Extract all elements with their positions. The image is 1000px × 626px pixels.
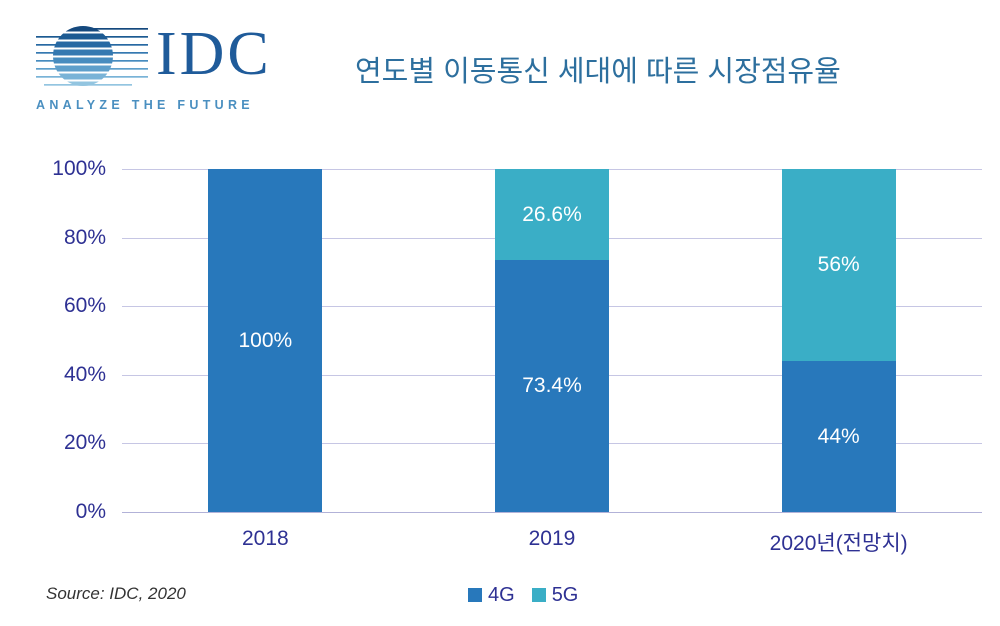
bar-segment-4g-2019: 73.4% [495,260,609,512]
plot-area: 100% 73.4% 26.6% 44% 56% [122,169,982,513]
x-tick-label-2020: 2020년(전망치) [769,532,908,555]
legend-item-4g: 4G [468,585,515,605]
y-tick-label-20: 20% [63,431,106,455]
idc-tagline: ANALYZE THE FUTURE [36,98,254,112]
x-axis-labels: 2018 2019 2020년(전망치) [122,527,982,559]
x-tick-label-2019: 2019 [528,527,576,550]
bar-value-label: 44% [817,424,860,448]
bar-segment-4g-2018: 100% [208,169,323,512]
source-note: Source: IDC, 2020 [46,584,186,603]
legend-swatch-4g [468,588,482,602]
y-tick-label-80: 80% [63,225,106,249]
bar-segment-5g-2019: 26.6% [495,169,609,261]
x-tick-label-2018: 2018 [241,527,289,550]
legend-swatch-5g [531,588,546,602]
y-tick-label-40: 40% [63,362,106,386]
bar-value-label: 100% [238,328,293,352]
bar-value-label: 26.6% [522,202,582,226]
idc-logo-text: IDC [156,20,272,88]
y-tick-label-0: 0% [75,500,106,523]
y-tick-label-60: 60% [63,294,106,318]
bar-value-label: 73.4% [522,374,582,398]
bar-segment-4g-2020: 44% [781,361,896,512]
chart-title: 연도별 이동통신 세대에 따른 시장점유율 [355,56,841,88]
bar-value-label: 56% [817,253,860,277]
idc-logo: IDC ANALYZE THE FUTURE [36,22,272,112]
bar-segment-5g-2020: 56% [781,169,896,362]
legend-label-5g: 5G [551,584,579,606]
y-axis-labels: 0% 20% 40% 60% 80% 100% [26,158,106,523]
y-tick-label-100: 100% [52,157,106,180]
legend-label-4g: 4G [488,584,515,606]
legend-item-5g: 5G [531,584,579,606]
chart-legend: 4G 5G [468,585,578,605]
gridline-0 [122,512,982,513]
idc-globe-icon [36,22,148,93]
